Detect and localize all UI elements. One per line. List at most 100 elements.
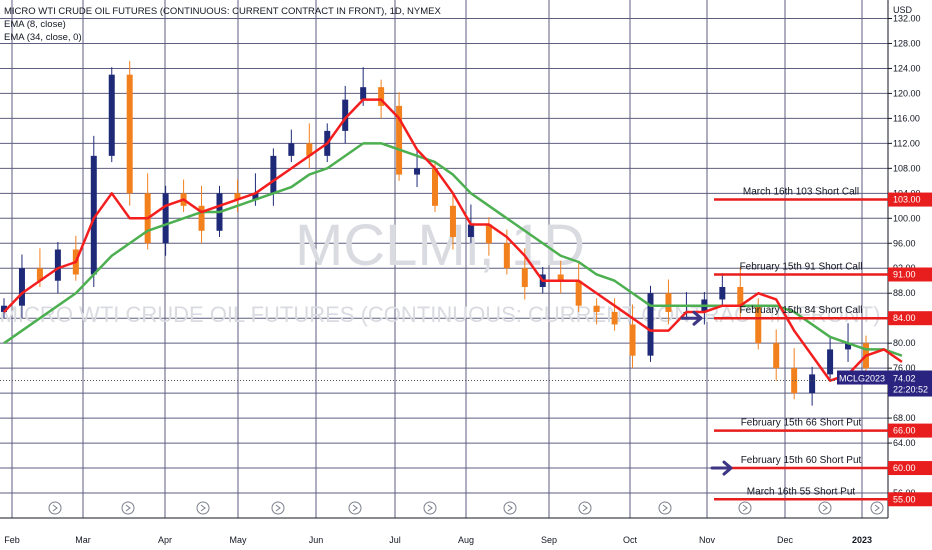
event-marker-circle	[423, 501, 437, 515]
candle-body	[432, 168, 438, 206]
strike-level-label: March 16th 55 Short Put	[747, 486, 856, 497]
candle-body	[396, 105, 403, 175]
event-marker-glyph	[742, 504, 748, 512]
arrow-84-icon	[680, 310, 703, 326]
ema-8-line	[3, 98, 903, 382]
x-tick-label: Mar	[75, 535, 91, 545]
candle-body	[467, 224, 474, 238]
x-tick-label: Nov	[699, 535, 716, 545]
event-marker-icon[interactable]	[423, 501, 437, 515]
strike-tag-value: 60.00	[893, 463, 916, 473]
event-marker-icon[interactable]	[658, 501, 672, 515]
strike-tag-value: 55.00	[893, 494, 916, 504]
event-marker-glyph	[874, 504, 880, 512]
candle-body	[360, 87, 367, 100]
event-marker-icon[interactable]	[870, 501, 884, 515]
event-marker-icon[interactable]	[271, 501, 285, 515]
event-marker-glyph	[125, 504, 131, 512]
ema-slow-legend[interactable]: EMA (34, close, 0)	[4, 32, 82, 43]
x-tick-label: Oct	[623, 535, 638, 545]
candle-body	[827, 349, 834, 375]
strike-tag-box	[888, 461, 932, 476]
candle-body	[1, 305, 7, 312]
y-tick-label: 108.00	[893, 163, 921, 173]
candle-body	[611, 311, 618, 325]
y-tick-label: 100.00	[893, 213, 921, 223]
y-tick-label: 124.00	[893, 63, 921, 73]
y-tick-label: 96.00	[893, 238, 916, 248]
candle-body	[90, 155, 97, 275]
strike-tag-value: 66.00	[893, 426, 916, 436]
ema-34-line	[3, 142, 903, 357]
strike-tag-value: 91.00	[893, 269, 916, 279]
candle-body	[629, 324, 636, 356]
symbol-tag-box	[837, 370, 888, 385]
event-marker-circle	[818, 501, 832, 515]
candle-body	[54, 249, 61, 281]
candle-body	[342, 99, 349, 131]
event-marker-icon[interactable]	[578, 501, 592, 515]
y-axis-unit: USD	[893, 5, 913, 15]
y-tick-label: 132.00	[893, 13, 921, 23]
y-tick-label: 76.00	[893, 363, 916, 373]
candle-body	[270, 155, 277, 194]
event-marker-glyph	[275, 504, 281, 512]
event-marker-circle	[870, 501, 884, 515]
arrow-60-icon	[710, 460, 733, 476]
strike-tag-box	[888, 267, 932, 282]
strike-tag-box	[888, 192, 932, 207]
candle-body	[449, 205, 456, 238]
event-marker-circle	[348, 501, 362, 515]
price-tag-box	[888, 370, 932, 397]
event-marker-icon[interactable]	[48, 501, 62, 515]
x-tick-label: May	[229, 535, 247, 545]
candle-body	[234, 193, 241, 200]
event-marker-icon[interactable]	[196, 501, 210, 515]
event-marker-icon[interactable]	[818, 501, 832, 515]
y-tick-label: 120.00	[893, 88, 921, 98]
watermark-ticker: MCLMl, 1D	[295, 213, 585, 278]
event-marker-circle	[578, 501, 592, 515]
candle-body	[773, 343, 780, 369]
strike-level-label: February 15th 66 Short Put	[741, 418, 862, 429]
strike-tag-box	[888, 492, 932, 507]
candle-body	[809, 374, 816, 394]
event-marker-glyph	[662, 504, 668, 512]
y-tick-label: 112.00	[893, 138, 920, 148]
y-tick-label: 80.00	[893, 338, 916, 348]
symbol-tag-label: MCLG2023	[839, 374, 885, 384]
candle-body	[306, 143, 313, 156]
event-marker-circle	[738, 501, 752, 515]
chart-title: MICRO WTI CRUDE OIL FUTURES (CONTINUOUS:…	[4, 6, 441, 17]
candle-body	[288, 143, 295, 156]
candle-body	[126, 74, 133, 194]
x-tick-label: Feb	[4, 535, 20, 545]
candle-body	[791, 368, 798, 394]
strike-level-label: February 15th 91 Short Call	[740, 261, 863, 272]
x-tick-label: Apr	[158, 535, 172, 545]
strike-tag-box	[888, 311, 932, 326]
event-marker-glyph	[427, 504, 433, 512]
candle-body	[503, 243, 510, 269]
event-marker-icon[interactable]	[348, 501, 362, 515]
candle-body	[737, 286, 744, 306]
candle-body	[755, 305, 762, 344]
x-tick-label: 2023	[852, 535, 872, 545]
price-tag-value: 74.02	[893, 374, 916, 384]
event-marker-icon[interactable]	[503, 501, 517, 515]
ema-fast-legend[interactable]: EMA (8, close)	[4, 19, 66, 30]
price-tag-countdown: 22:20:52	[893, 385, 928, 395]
candle-body	[647, 293, 654, 356]
event-marker-icon[interactable]	[738, 501, 752, 515]
event-marker-glyph	[52, 504, 58, 512]
strike-level-label: February 15th 84 Short Call	[740, 305, 863, 316]
candle-body	[485, 224, 492, 244]
candle-body	[593, 305, 600, 312]
y-tick-label: 64.00	[893, 438, 916, 448]
event-marker-glyph	[582, 504, 588, 512]
event-marker-circle	[196, 501, 210, 515]
candle-body	[719, 286, 726, 300]
candle-body	[198, 205, 205, 231]
event-marker-icon[interactable]	[121, 501, 135, 515]
